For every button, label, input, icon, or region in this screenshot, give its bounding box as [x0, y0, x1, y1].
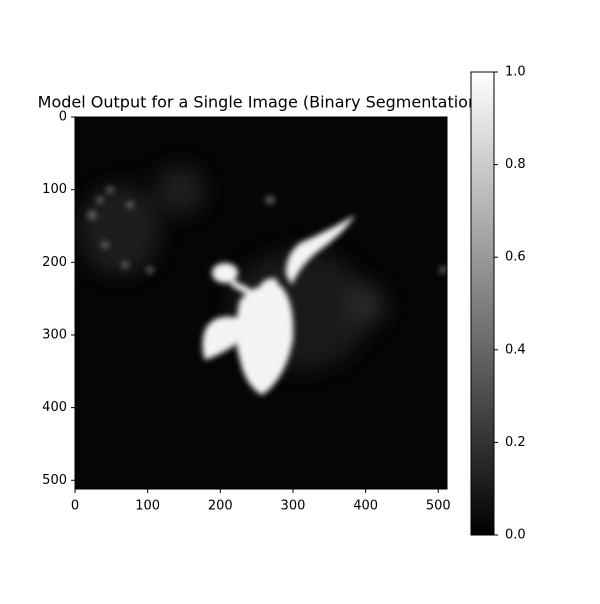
colorbar — [470, 71, 495, 536]
colorbar-tick-label: 0.6 — [505, 250, 526, 265]
y-tick-label: 0 — [59, 110, 67, 125]
y-tick-label: 200 — [42, 255, 67, 270]
axes-frame — [74, 116, 448, 490]
x-tick-label: 0 — [71, 499, 79, 514]
chart-title: Model Output for a Single Image (Binary … — [38, 93, 485, 112]
y-tick-label: 300 — [42, 327, 67, 342]
x-tick-label: 200 — [208, 499, 233, 514]
x-tick-label: 500 — [426, 499, 451, 514]
colorbar-tick-label: 0.0 — [505, 528, 526, 543]
colorbar-tick-label: 0.2 — [505, 435, 526, 450]
x-tick-label: 300 — [281, 499, 306, 514]
x-tick-label: 100 — [135, 499, 160, 514]
image — [75, 117, 447, 489]
x-tick-label: 400 — [353, 499, 378, 514]
y-tick-label: 500 — [42, 473, 67, 488]
colorbar-tick-label: 0.8 — [505, 157, 526, 172]
y-tick-label: 100 — [42, 182, 67, 197]
y-tick-label: 400 — [42, 400, 67, 415]
colorbar-tick-label: 1.0 — [505, 65, 526, 80]
colorbar-tick-label: 0.4 — [505, 342, 526, 357]
